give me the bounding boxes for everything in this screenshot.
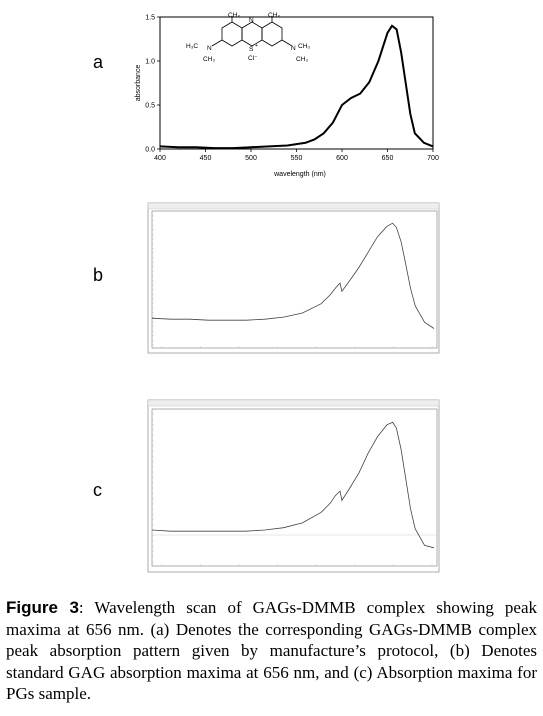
chart-b-series-line (151, 222, 435, 329)
label-ch3-left-top: CH₃ (228, 12, 240, 19)
chart-b (147, 202, 440, 354)
chart-a-y-tick-label: 1.0 (145, 59, 155, 66)
chart-c-y-ticks (152, 413, 154, 563)
panel-label-a: a (93, 52, 104, 72)
label-n-ring: N (249, 17, 254, 24)
ring-left (221, 21, 243, 47)
chart-c (147, 399, 440, 573)
chart-a-x-ticks: 400 450 500 550 600 650 700 (154, 149, 439, 162)
chart-c-plot-frame (151, 408, 438, 567)
bond-right-amine (281, 39, 293, 47)
figure-canvas: 400 450 500 550 600 650 700 0.0 0.5 1.0 1.5 wavel… (135, 12, 440, 573)
label-n-left: N (207, 45, 212, 52)
chart-b-y-ticks (152, 215, 154, 346)
caption-label: Figure 3 (6, 598, 79, 617)
chart-c-series-line (151, 421, 435, 549)
figure-caption: Figure 3: Wavelength scan of GAGs-DMMB c… (6, 597, 537, 705)
chart-a-y-label: absorbance (135, 65, 142, 102)
chemical-structure (211, 16, 293, 47)
chart-a-x-tick-label: 500 (245, 155, 257, 162)
chart-a-y-tick-label: 0.0 (145, 147, 155, 154)
chart-b-window (147, 202, 440, 354)
chart-a: 400 450 500 550 600 650 700 0.0 0.5 1.0 1.5 wavel… (135, 12, 439, 178)
chart-a-y-ticks: 0.0 0.5 1.0 1.5 (145, 15, 160, 154)
caption-text: : Wavelength scan of GAGs-DMMB complex s… (6, 598, 537, 703)
label-ch3-right: CH₃ (298, 43, 310, 50)
panel-label-c: c (93, 480, 102, 500)
chart-b-titlebar (147, 202, 440, 210)
chart-a-x-tick-label: 600 (336, 155, 348, 162)
chart-a-x-tick-label: 550 (291, 155, 303, 162)
ring-right (261, 21, 283, 47)
chart-a-y-tick-label: 1.5 (145, 15, 155, 22)
label-plus: + (255, 43, 258, 49)
chart-a-x-label: wavelength (nm) (273, 171, 326, 178)
label-h3c: H₃C (186, 43, 198, 50)
chart-c-window (147, 399, 440, 573)
chart-a-x-tick-label: 650 (382, 155, 394, 162)
chart-c-titlebar (147, 399, 440, 407)
panel-label-b: b (93, 265, 104, 285)
chart-a-y-tick-label: 0.5 (145, 103, 155, 110)
chart-c-x-ticks (161, 564, 433, 566)
bond-left-amine (211, 39, 223, 47)
chart-b-x-ticks (161, 346, 433, 348)
ring-middle (241, 21, 263, 47)
chart-a-x-tick-label: 400 (154, 155, 166, 162)
label-n-right: N (291, 45, 296, 52)
label-cl: Cl⁻ (248, 55, 258, 62)
label-ch3-right-top: CH₃ (268, 12, 280, 19)
chart-b-plot-frame (151, 210, 438, 349)
chart-a-series-line (159, 24, 434, 150)
label-ch3-left-bottom: CH₃ (203, 56, 215, 63)
structure-labels: CH₃ CH₃ N S + Cl⁻ N H₃C CH₃ N CH₃ CH₃ (186, 12, 310, 63)
label-s: S (249, 46, 254, 53)
chart-a-x-tick-label: 450 (200, 155, 212, 162)
chart-a-frame (159, 16, 434, 150)
chart-a-x-tick-label: 700 (427, 155, 439, 162)
label-ch3-right-bottom: CH₃ (296, 56, 308, 63)
